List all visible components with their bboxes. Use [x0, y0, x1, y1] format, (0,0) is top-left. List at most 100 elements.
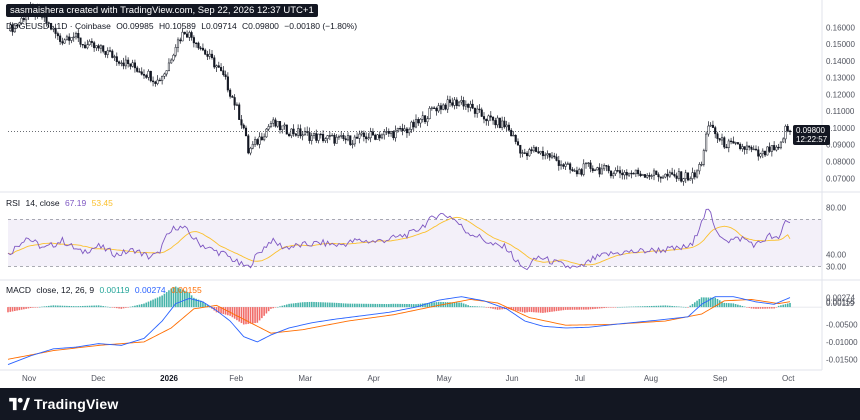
candle-body [376, 134, 379, 140]
candle-body [383, 131, 386, 136]
candle-body [766, 146, 769, 156]
candle-body [310, 135, 313, 141]
candle-body [754, 148, 758, 151]
candle-body [392, 131, 395, 139]
macd-hist-bar [403, 303, 406, 308]
candle-body [167, 62, 170, 71]
macd-hist-bar [567, 307, 569, 310]
macd-hist-bar [91, 305, 93, 308]
candle-body [435, 108, 438, 112]
symbol-name: DOGEUSD · 1D · Coinbase [6, 21, 111, 31]
candle-body [727, 140, 730, 148]
candle-body [684, 172, 687, 179]
macd-hist-bar [648, 306, 651, 308]
macd-hist-bar [782, 304, 784, 308]
candle-body [238, 104, 241, 120]
candle-body [730, 140, 733, 143]
macd-hist-bar [626, 306, 628, 308]
macd-hist-bar [465, 304, 467, 308]
macd-hist-bar [48, 305, 50, 308]
macd-hist-bar [555, 307, 558, 312]
candle-body [163, 73, 166, 77]
candle-body [526, 152, 529, 157]
macd-hist-bar [723, 302, 726, 308]
macd-hist-bar [310, 301, 313, 308]
candle-body [664, 173, 667, 178]
macd-hist-bar [603, 307, 605, 309]
candle-body [179, 39, 182, 42]
macd-hist-bar [700, 297, 703, 308]
macd-hist-bar [299, 302, 302, 308]
candle-body [278, 121, 282, 131]
macd-hist-bar [288, 303, 290, 308]
candle-body [346, 135, 350, 141]
candle-body [448, 99, 452, 103]
macd-hist-bar [548, 307, 551, 313]
time-tick-label: May [437, 374, 452, 383]
last-price-label: 0.09800 12:22:57 [793, 125, 831, 145]
candle-body [492, 116, 495, 121]
macd-hist-bar [290, 303, 293, 308]
candle-body [612, 173, 615, 177]
macd-hist-bar [29, 307, 32, 308]
macd-hist-bar [592, 307, 594, 310]
candle-body [54, 27, 57, 34]
macd-hist-bar [417, 303, 420, 308]
macd-hist-bar [202, 301, 204, 308]
ohlc-high: H0.10589 [158, 21, 196, 31]
candle-body [240, 119, 243, 126]
candle-body [587, 162, 590, 164]
candle-body [451, 102, 454, 106]
macd-hist-bar [397, 303, 399, 308]
macd-signal-value: 0.00155 [171, 285, 202, 295]
candle-body [299, 128, 302, 137]
candle-body [399, 128, 402, 130]
candle-body [337, 136, 340, 138]
macd-hist-bar [276, 306, 279, 308]
symbol-legend: DOGEUSD · 1D · Coinbase O0.09985 H0.1058… [6, 21, 360, 31]
macd-hist-bar [215, 307, 218, 313]
macd-hist-bar [771, 307, 773, 309]
macd-hist-bar [662, 305, 664, 308]
macd-hist-bar [594, 307, 596, 309]
macd-hist-bar [585, 307, 587, 310]
macd-hist-bar [462, 303, 465, 308]
candle-body [172, 54, 175, 61]
candle-body [428, 108, 431, 120]
candle-body [516, 141, 520, 146]
candle-body [498, 117, 501, 128]
candle-body [281, 125, 284, 131]
candle-body [356, 136, 359, 139]
macd-hist-bar [240, 307, 243, 324]
rsi-band [8, 219, 822, 267]
macd-hist-bar [54, 305, 57, 308]
candle-body [496, 117, 499, 126]
candle-body [231, 96, 234, 98]
time-tick-label: Sep [713, 374, 728, 383]
candle-body [548, 153, 551, 158]
macd-hist-bar [138, 304, 141, 308]
candle-body [102, 45, 105, 52]
candle-body [530, 149, 533, 152]
rsi-legend: RSI 14, close 67.19 53.45 [6, 198, 116, 208]
macd-hist-bar [601, 307, 603, 309]
macd-hist-bar [773, 307, 775, 309]
candle-body [745, 145, 748, 150]
macd-hist-bar [764, 307, 766, 309]
macd-hist-bar [372, 303, 374, 308]
candle-body [104, 51, 107, 55]
macd-hist-bar [388, 304, 390, 308]
candle-body [764, 150, 767, 156]
macd-hist-bar [385, 304, 388, 308]
candle-body [584, 162, 588, 165]
macd-hist-bar [79, 306, 82, 308]
macd-hist-bar [539, 307, 542, 313]
macd-hist-bar [181, 289, 184, 308]
macd-hist-bar [571, 307, 574, 310]
candle-body [625, 172, 628, 176]
macd-hist-bar [675, 306, 678, 308]
candle-body [657, 174, 660, 178]
trading-chart[interactable]: 0.16000 0.15000 0.14000 0.13000 0.12000 0.110… [0, 0, 860, 388]
macd-hist-bar [492, 307, 494, 309]
candle-body [630, 172, 633, 175]
